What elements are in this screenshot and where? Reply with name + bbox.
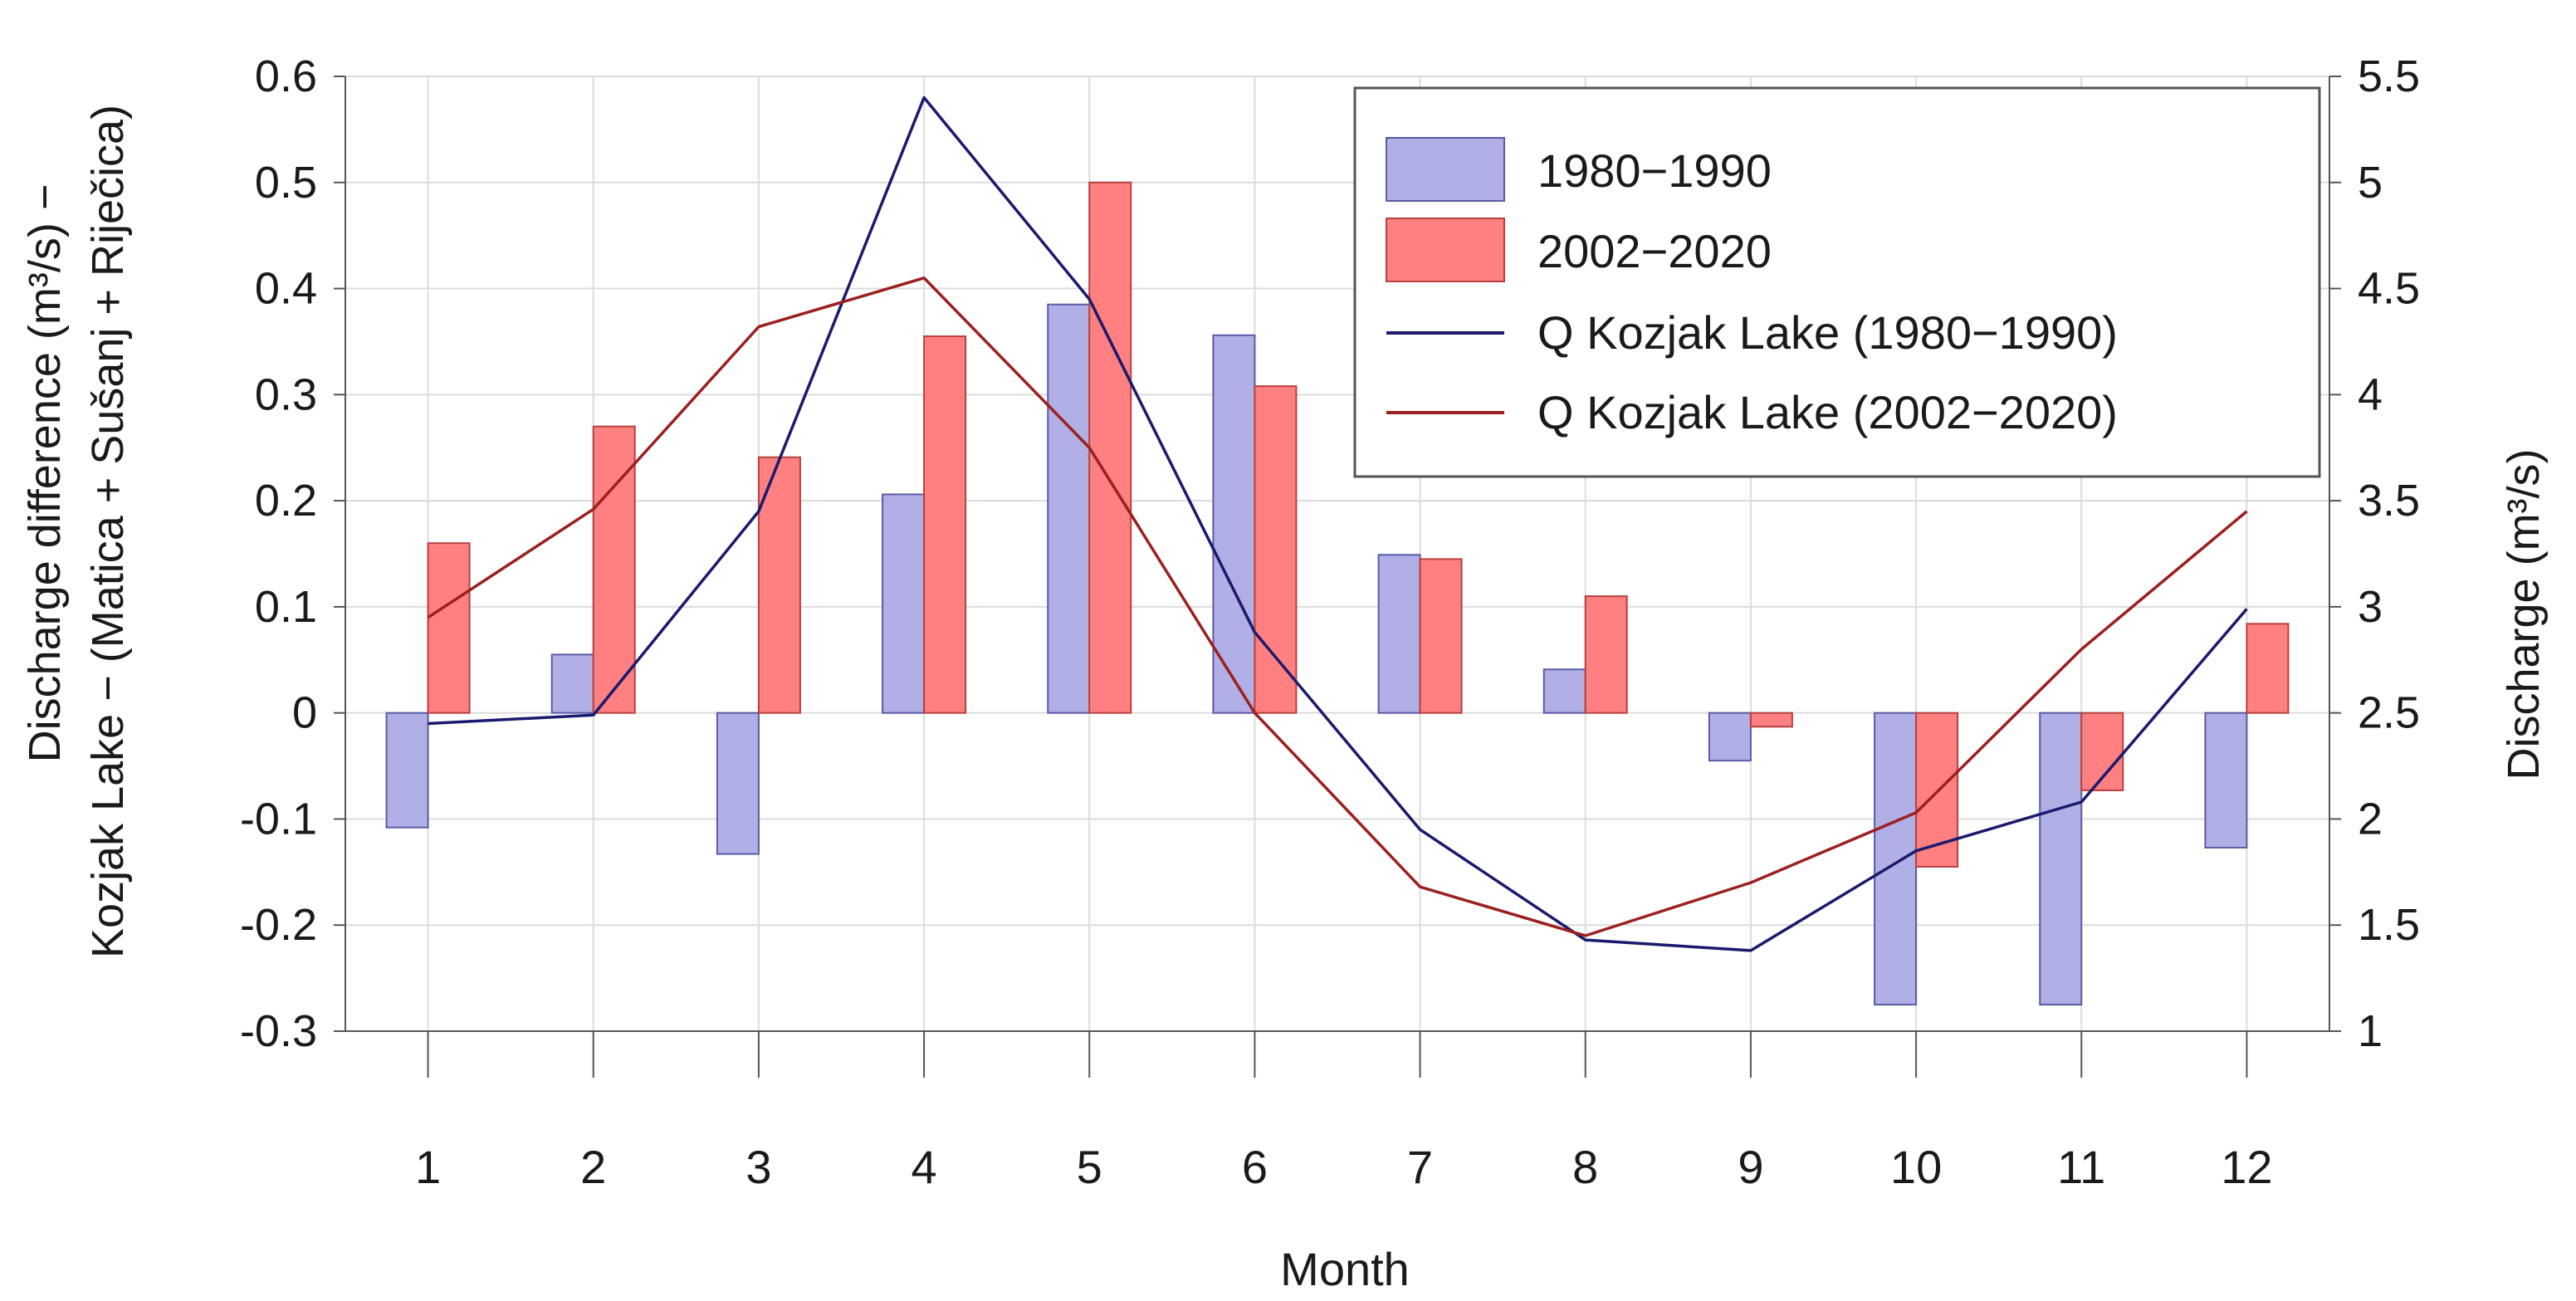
tick-label-left: -0.2 [240,900,317,950]
y-axis-title-left-line1: Discharge difference (m³/s) − [20,184,70,763]
bar-1 [1047,303,1091,714]
bar-2 [427,542,471,714]
series-lines [427,95,2248,952]
bar-1 [2204,712,2248,849]
tick-label-x: 10 [1890,1141,1942,1193]
bar-2 [923,335,967,714]
tick-label-right: 2 [2358,794,2383,844]
legend-swatch-bar-1 [1386,137,1505,202]
bar-1 [882,493,926,714]
tick-label-left: 0.2 [255,476,317,526]
tick-label-right: 4.5 [2358,264,2420,314]
tick-label-left: 0.4 [255,264,317,314]
legend-swatch-bar-2 [1386,218,1505,282]
tick-label-right: 3.5 [2358,476,2420,526]
legend-label-bar-1: 1980−1990 [1537,144,1772,197]
series-line-2 [427,276,2248,937]
bar-2 [757,456,801,714]
tick-label-x: 8 [1572,1141,1598,1193]
y-axis-title-right: Discharge (m³/s) [2499,448,2549,780]
tick-label-right: 1.5 [2358,900,2420,950]
legend-label-line-1: Q Kozjak Lake (1980−1990) [1537,306,2118,359]
bar-2 [1749,712,1793,728]
legend-label-bar-2: 2002−2020 [1537,225,1772,277]
bars [385,181,2290,1006]
bar-2 [1419,558,1463,714]
tick-label-left: 0 [292,688,317,738]
tick-label-right: 4 [2358,369,2383,419]
tick-label-right: 5 [2358,158,2383,208]
tick-label-left: -0.3 [240,1006,317,1056]
tick-label-x: 4 [912,1141,937,1193]
series-line-1 [428,95,2248,952]
bar-2 [1254,385,1298,714]
bar-1 [550,653,594,714]
bar-1 [1542,668,1586,714]
tick-label-x: 12 [2221,1141,2272,1193]
tick-label-left: 0.1 [255,582,317,632]
bar-2 [1584,595,1628,714]
bar-1 [1708,712,1752,762]
tick-label-left: -0.1 [240,794,317,844]
tick-label-right: 1 [2358,1006,2383,1056]
tick-label-right: 3 [2358,582,2383,632]
axes: -0.3 -0.2 -0.1 0 0.1 0.2 0.3 0.4 0.5 0.6 1 1.5 2 2.5 3… [240,51,2420,1193]
bar-1 [385,712,429,829]
bar-1 [1874,712,1918,1006]
bar-2 [592,425,636,714]
bar-1 [716,712,760,855]
y-axis-title-left-line2: Kozjak Lake − (Matica + Sušanj + Riječic… [83,105,133,958]
tick-label-x: 9 [1738,1141,1763,1193]
legend: 1980−1990 2002−2020 Q Kozjak Lake (1980−… [1353,86,2321,478]
tick-label-x: 7 [1407,1141,1433,1193]
legend-label-line-2: Q Kozjak Lake (2002−2020) [1537,386,2118,438]
tick-label-x: 2 [580,1141,606,1193]
tick-label-left: 0.6 [255,51,317,101]
bar-1 [2039,712,2083,1006]
tick-label-x: 11 [2057,1141,2105,1193]
tick-label-right: 2.5 [2358,688,2420,738]
bar-1 [1212,334,1256,714]
tick-label-x: 6 [1242,1141,1268,1193]
tick-label-right: 5.5 [2358,51,2420,101]
bar-1 [1377,554,1421,714]
tick-label-left: 0.5 [255,158,317,208]
tick-label-left: 0.3 [255,369,317,419]
legend-box [1353,86,2321,478]
bar-2 [1088,181,1132,714]
bar-2 [2246,623,2290,714]
tick-label-x: 3 [745,1141,771,1193]
x-axis-title: Month [1280,1243,1410,1295]
tick-label-x: 5 [1077,1141,1102,1193]
tick-label-x: 1 [415,1141,441,1193]
